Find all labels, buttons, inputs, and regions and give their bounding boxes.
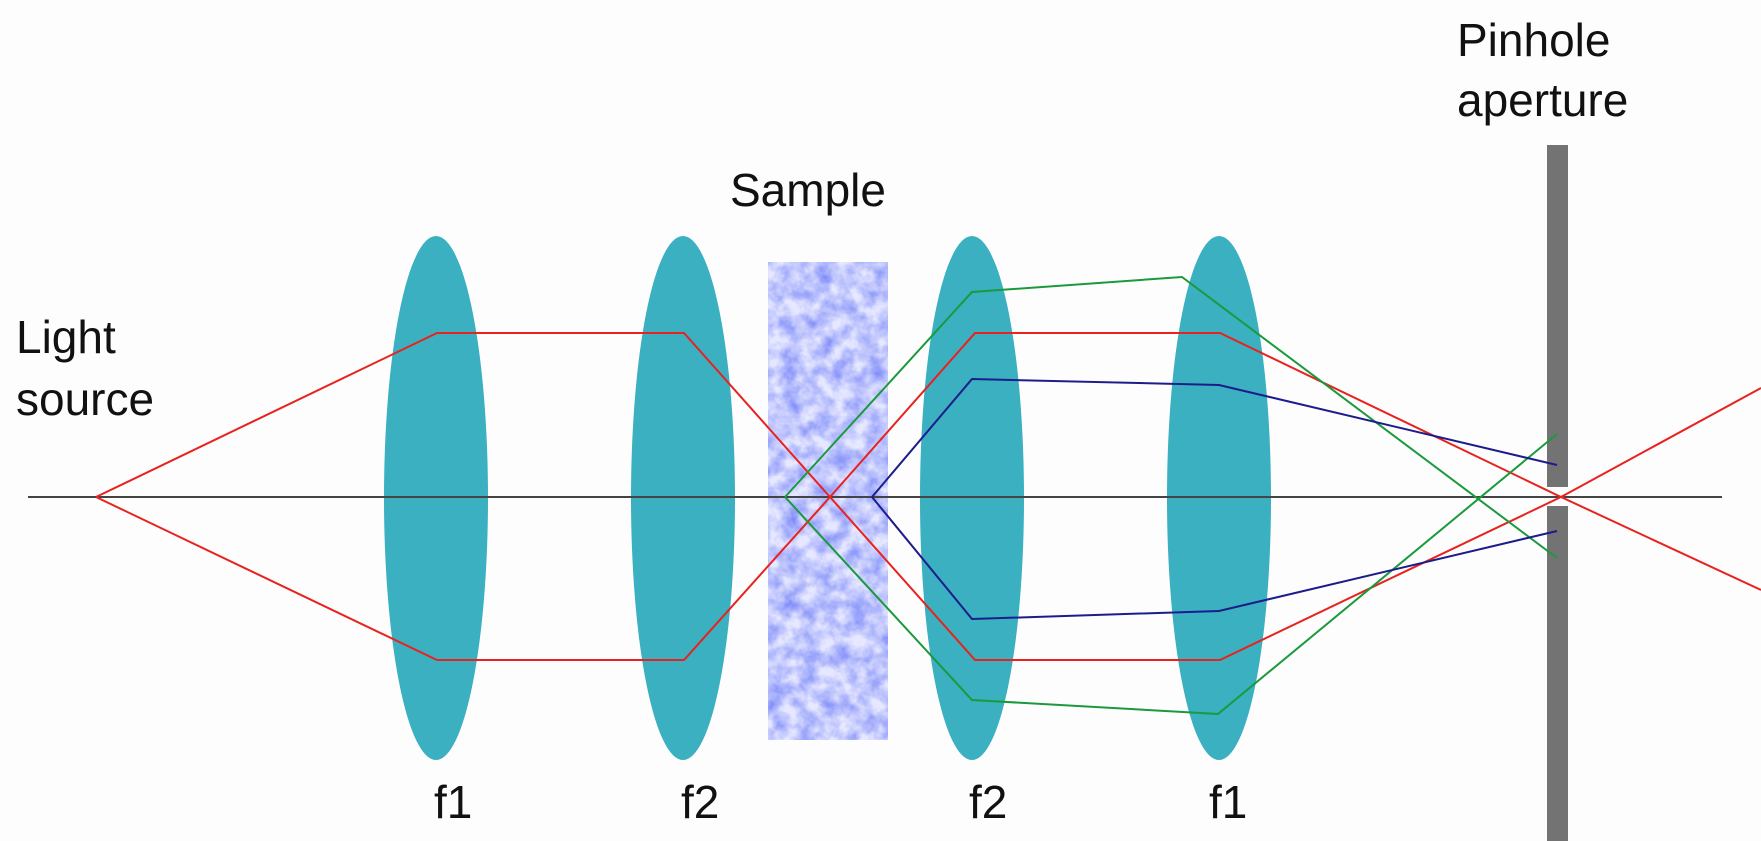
blue-rays: [871, 377, 1558, 621]
aperture-lower-plate: [1547, 506, 1568, 841]
lens-f1-left-label: f1: [434, 776, 472, 828]
pinhole-aperture: [1547, 145, 1568, 841]
light-source-label-line1: Light: [16, 311, 116, 363]
blue-ray-lower: [871, 496, 1558, 621]
labels: Light source Sample Pinhole aperture f1 …: [16, 14, 1628, 828]
lens-f2-right-label: f2: [969, 776, 1007, 828]
green-rays: [784, 275, 1558, 716]
sample-texture: [768, 262, 888, 740]
aperture-upper-plate: [1547, 145, 1568, 487]
red-ray-lower: [95, 495, 1761, 661]
sample: [768, 262, 888, 740]
blue-ray-upper: [871, 377, 1558, 498]
red-rays: [95, 332, 1761, 661]
light-source-label-line2: source: [16, 373, 154, 425]
pinhole-label-line2: aperture: [1457, 74, 1628, 126]
green-ray-upper: [784, 275, 1558, 559]
lens-f2-left-label: f2: [681, 776, 719, 828]
sample-label: Sample: [730, 164, 886, 216]
lens-f1-right-label: f1: [1209, 776, 1247, 828]
red-ray-upper: [95, 332, 1761, 499]
pinhole-label-line1: Pinhole: [1457, 14, 1610, 66]
green-ray-lower: [784, 433, 1558, 716]
